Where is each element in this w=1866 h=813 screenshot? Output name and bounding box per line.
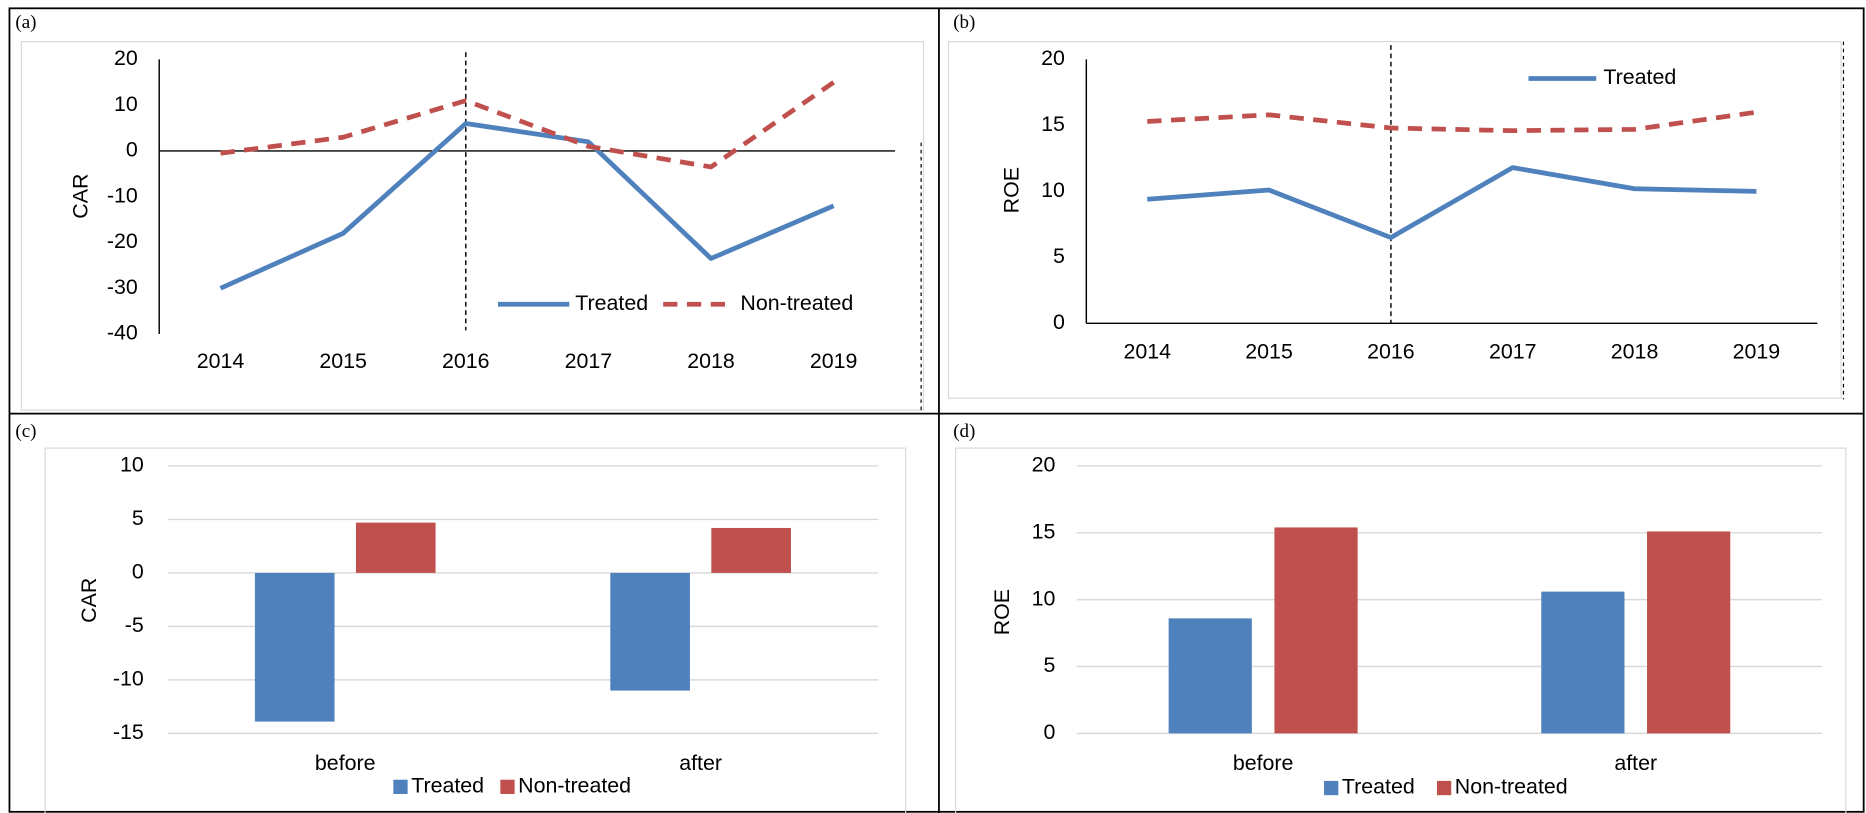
y-tick-label: 10	[120, 453, 144, 477]
x-tick-label: 2015	[1245, 340, 1293, 364]
x-tick-label: 2016	[1367, 340, 1415, 364]
bar	[610, 572, 690, 691]
bar	[1168, 618, 1252, 734]
panel-label: (b)	[953, 12, 975, 33]
y-tick-label: 0	[126, 138, 138, 162]
chart-frame	[20, 41, 925, 411]
bar	[1274, 527, 1358, 734]
legend-swatch	[500, 779, 515, 794]
line-series	[220, 80, 836, 170]
x-tick-label: 2015	[319, 349, 367, 373]
legend-label: Treated	[411, 774, 484, 798]
line-series	[1147, 109, 1757, 134]
legend-label: Treated	[1603, 65, 1676, 89]
y-tick-label: 5	[1053, 244, 1065, 268]
y-tick-label: 20	[114, 46, 138, 70]
x-tick-label: 2014	[197, 349, 245, 373]
legend-swatch	[393, 779, 408, 794]
x-tick-label: after	[1614, 751, 1657, 775]
y-tick-label: 15	[1032, 519, 1056, 543]
y-tick-label: 10	[1041, 178, 1065, 202]
y-tick-label: -20	[107, 229, 138, 253]
panel-label: (d)	[953, 421, 975, 442]
y-axis-title: CAR	[69, 174, 93, 219]
chart-frame	[947, 41, 1842, 399]
chart-frame	[954, 447, 1847, 813]
x-tick-label: 2019	[810, 349, 858, 373]
legend-label: Non-treated	[740, 291, 853, 315]
y-axis-title: ROE	[990, 589, 1014, 635]
panel-label: (a)	[15, 12, 36, 33]
y-tick-label: -15	[113, 720, 144, 744]
y-axis-title: CAR	[77, 578, 101, 623]
bar	[254, 572, 335, 722]
y-tick-label: 15	[1041, 112, 1065, 136]
y-tick-label: 0	[1053, 310, 1065, 334]
x-tick-label: after	[679, 751, 722, 775]
y-tick-label: 0	[132, 560, 144, 584]
x-tick-label: 2018	[1611, 340, 1659, 364]
x-tick-label: 2019	[1733, 340, 1781, 364]
y-axis-title: ROE	[999, 167, 1023, 213]
legend-label: Non-treated	[1455, 775, 1568, 799]
x-tick-label: 2017	[1489, 340, 1537, 364]
x-tick-label: before	[315, 751, 376, 775]
line-series	[219, 121, 835, 291]
bar	[1647, 531, 1731, 734]
y-tick-label: 20	[1041, 46, 1065, 70]
legend-label: Treated	[1342, 775, 1415, 799]
legend-swatch	[1436, 780, 1452, 796]
bar	[1541, 591, 1625, 734]
outer-border	[8, 7, 1865, 813]
y-tick-label: 10	[114, 92, 138, 116]
y-tick-label: 5	[1044, 653, 1056, 677]
x-tick-label: before	[1233, 751, 1294, 775]
x-tick-label: 2016	[442, 349, 490, 373]
panel-label: (c)	[15, 421, 36, 442]
line-series	[1147, 165, 1757, 240]
legend-label: Non-treated	[518, 774, 631, 798]
y-tick-label: 10	[1032, 586, 1056, 610]
legend-label: Treated	[575, 291, 648, 315]
y-tick-label: -10	[107, 183, 138, 207]
y-tick-label: -30	[107, 275, 138, 299]
chart-frame	[44, 447, 907, 813]
legend-swatch	[1324, 780, 1339, 796]
x-tick-label: 2018	[687, 349, 735, 373]
y-tick-label: -10	[113, 667, 144, 691]
y-tick-label: -5	[125, 613, 144, 637]
y-tick-label: 5	[132, 506, 144, 530]
x-tick-label: 2014	[1123, 340, 1171, 364]
x-tick-label: 2017	[565, 349, 613, 373]
y-tick-label: 0	[1044, 720, 1056, 744]
y-tick-label: -40	[107, 321, 138, 345]
bar	[711, 527, 791, 573]
bar	[355, 522, 436, 573]
y-tick-label: 20	[1032, 453, 1056, 477]
